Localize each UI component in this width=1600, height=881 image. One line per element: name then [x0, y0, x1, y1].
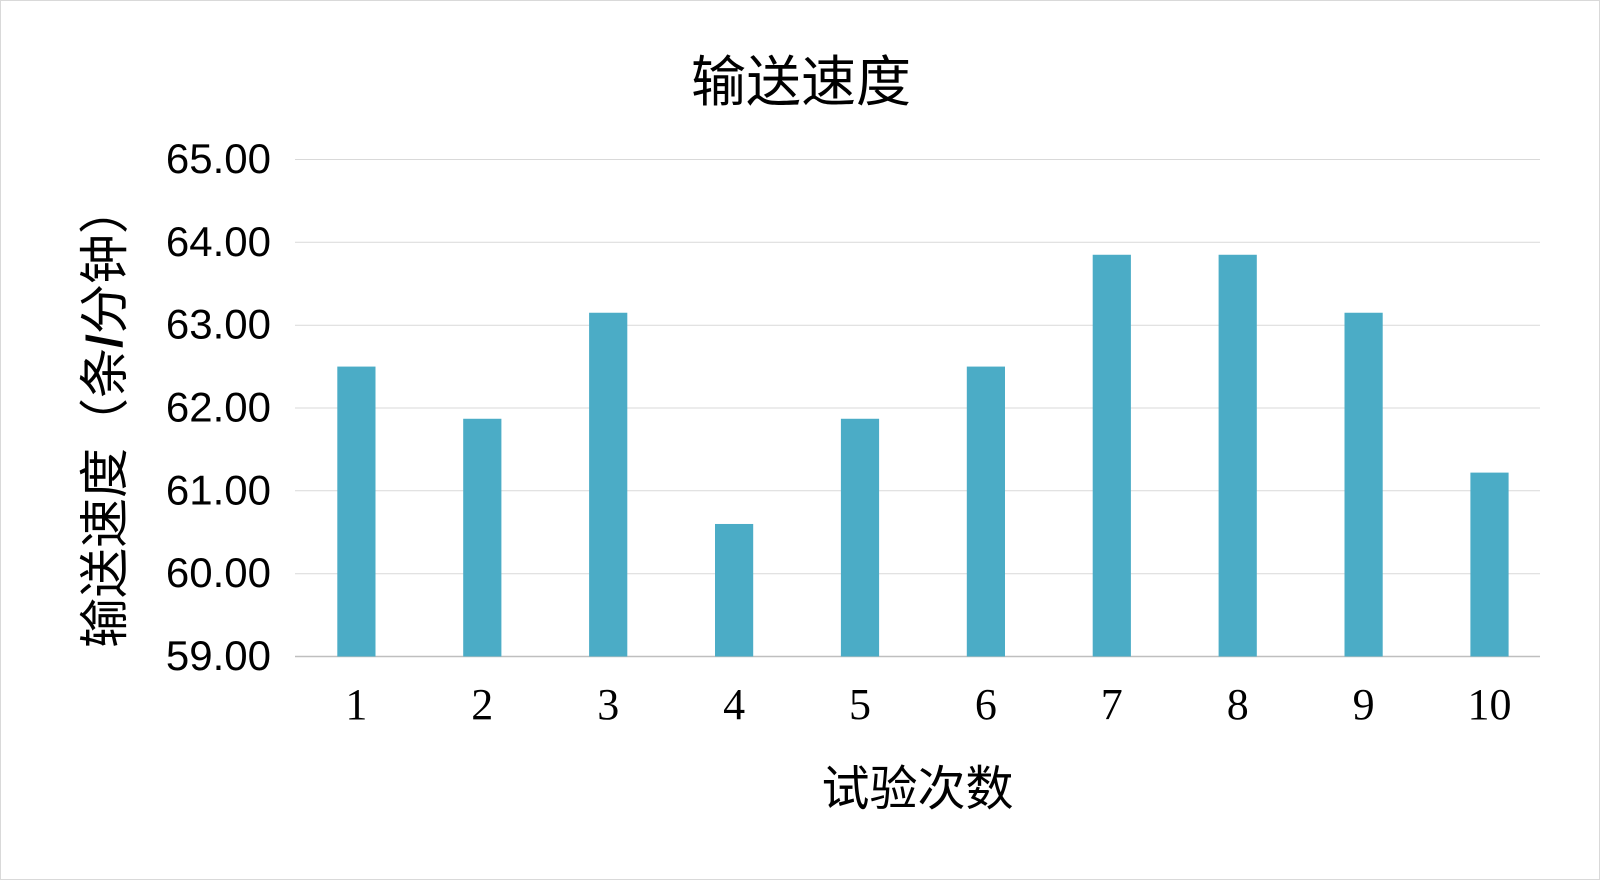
svg-text:4: 4	[723, 680, 745, 729]
svg-text:63.00: 63.00	[166, 301, 271, 348]
svg-text:3: 3	[597, 680, 619, 729]
svg-text:1: 1	[345, 680, 367, 729]
svg-text:6: 6	[975, 680, 997, 729]
svg-text:7: 7	[1101, 680, 1123, 729]
svg-text:65.00: 65.00	[166, 135, 271, 182]
svg-text:2: 2	[471, 680, 493, 729]
svg-text:61.00: 61.00	[166, 466, 271, 513]
svg-text:60.00: 60.00	[166, 549, 271, 596]
svg-text:5: 5	[849, 680, 871, 729]
svg-text:59.00: 59.00	[166, 632, 271, 679]
svg-text:10: 10	[1468, 680, 1512, 729]
svg-text:64.00: 64.00	[166, 218, 271, 265]
svg-text:62.00: 62.00	[166, 384, 271, 431]
svg-text:8: 8	[1227, 680, 1249, 729]
svg-text:9: 9	[1353, 680, 1375, 729]
